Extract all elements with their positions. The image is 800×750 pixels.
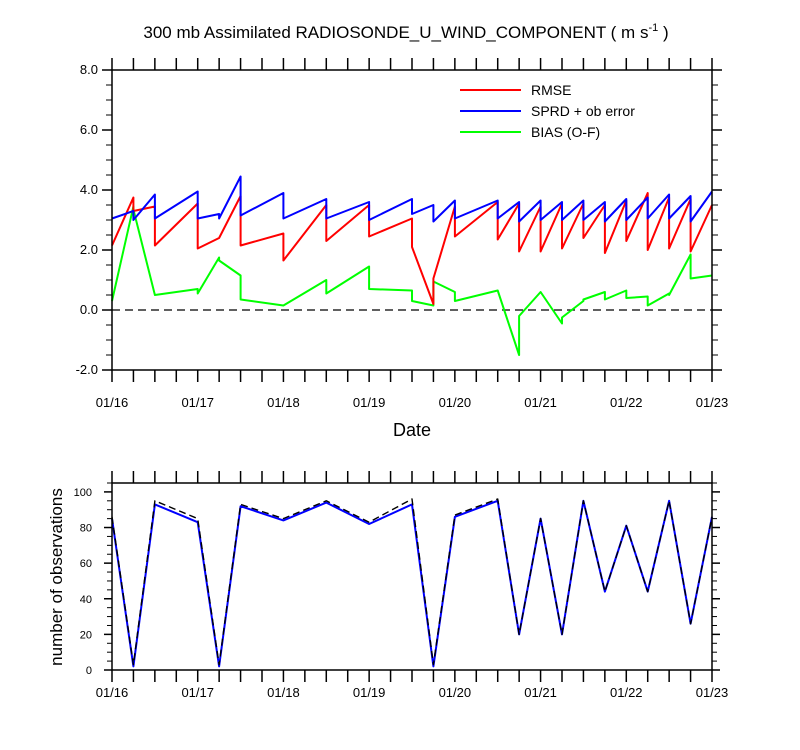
x-tick-label: 01/23: [696, 685, 729, 700]
series-line-sprd-ob-error: [111, 175, 713, 223]
axes-layer: 01/16 01/17 01/18 01/19 01/20 01/21 01/22 01/23…: [74, 471, 729, 700]
y-tick-label: 40: [80, 594, 92, 606]
y-tick-label: 0: [86, 665, 92, 677]
legend: RMSE SPRD + ob error BIAS (O-F): [460, 82, 635, 140]
y-tick-label: 2.0: [80, 242, 98, 257]
legend-label: RMSE: [531, 82, 571, 98]
y-tick-label: 20: [80, 629, 92, 641]
x-tick-label: 01/18: [267, 685, 300, 700]
y-tick-label: 6.0: [80, 122, 98, 137]
legend-label: BIAS (O-F): [531, 124, 600, 140]
series-line-rmse: [111, 192, 713, 305]
x-tick-label: 01/22: [610, 685, 643, 700]
y-tick-label: -2.0: [76, 362, 98, 377]
y-tick-label: 80: [80, 523, 92, 535]
x-tick-label: 01/16: [96, 395, 129, 410]
x-tick-label: 01/19: [353, 395, 386, 410]
axes-layer: 01/16 01/17 01/18 01/19 01/20 01/21 01/22 01/23…: [76, 58, 729, 410]
x-tick-label: 01/22: [610, 395, 643, 410]
x-tick-label: 01/16: [96, 685, 129, 700]
observations-chart: 01/16 01/17 01/18 01/19 01/20 01/21 01/22 01/23…: [47, 471, 728, 700]
x-tick-label: 01/20: [439, 685, 472, 700]
legend-label: SPRD + ob error: [531, 103, 635, 119]
x-tick-label: 01/20: [439, 395, 472, 410]
y-axis-label: number of observations: [47, 488, 66, 666]
series-layer: [111, 498, 713, 668]
rmse-bias-chart: 300 mb Assimilated RADIOSONDE_U_WIND_COM…: [76, 22, 729, 440]
x-tick-label: 01/21: [524, 685, 557, 700]
x-axis-label: Date: [393, 420, 431, 440]
x-tick-label: 01/17: [181, 395, 214, 410]
series-line-possible: [111, 498, 713, 666]
y-tick-label: 4.0: [80, 182, 98, 197]
chart-title: 300 mb Assimilated RADIOSONDE_U_WIND_COM…: [143, 22, 668, 42]
y-tick-label: 60: [80, 558, 92, 570]
chart-title-close: ): [658, 23, 668, 42]
x-tick-label: 01/17: [181, 685, 214, 700]
series-layer: [111, 175, 713, 356]
series-line-bias-o-f-: [111, 205, 713, 356]
chart-title-exponent: -1: [648, 22, 658, 34]
x-tick-label: 01/18: [267, 395, 300, 410]
series-line-used: [111, 499, 713, 668]
chart-title-main: 300 mb Assimilated RADIOSONDE_U_WIND_COM…: [143, 23, 648, 42]
x-tick-label: 01/21: [524, 395, 557, 410]
y-tick-label: 0.0: [80, 302, 98, 317]
y-tick-label: 8.0: [80, 62, 98, 77]
x-tick-label: 01/23: [696, 395, 729, 410]
x-tick-label: 01/19: [353, 685, 386, 700]
y-tick-label: 100: [74, 487, 92, 499]
